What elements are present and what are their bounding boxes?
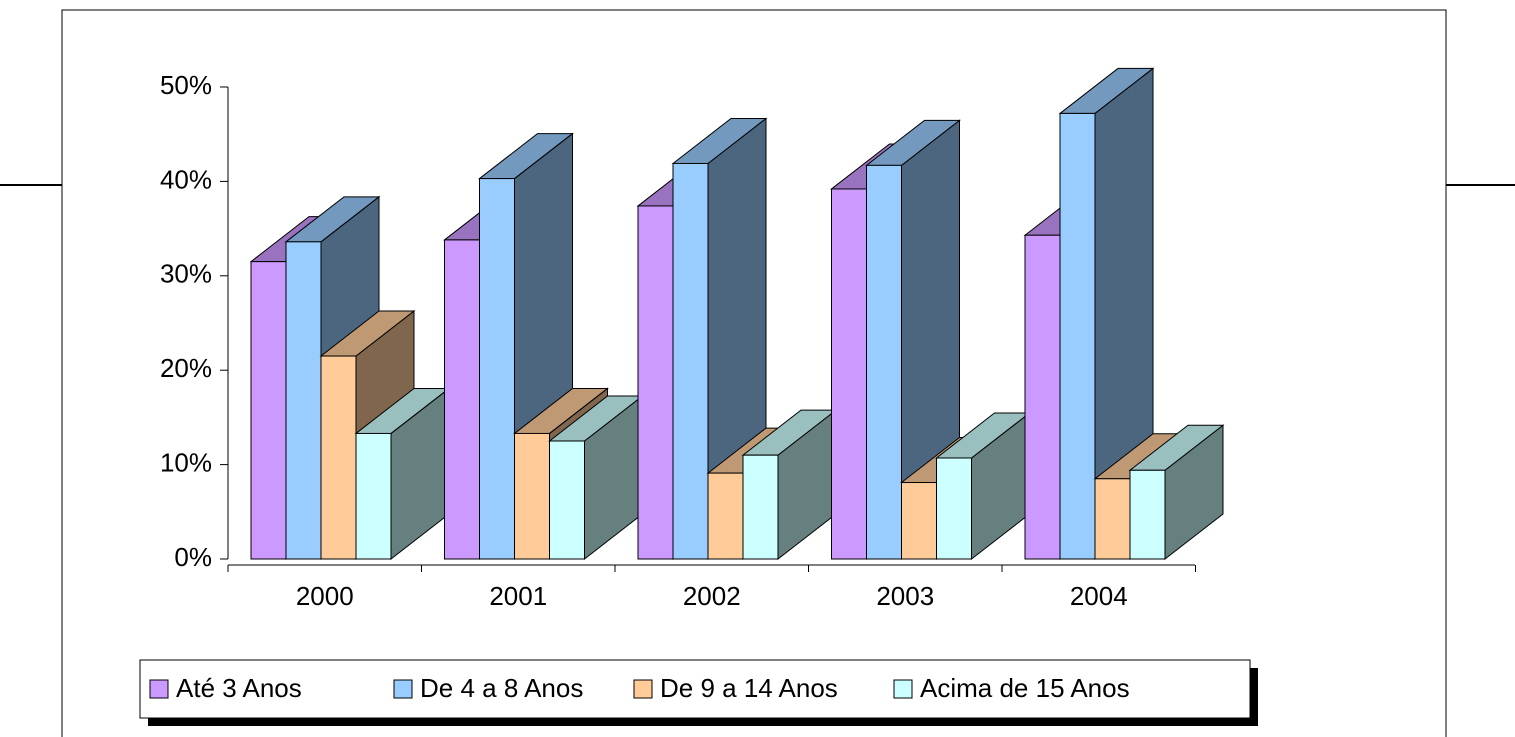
bar — [549, 440, 585, 560]
y-tick-label: 50% — [160, 70, 212, 100]
bar — [901, 482, 937, 560]
legend-label: De 4 a 8 Anos — [420, 673, 583, 703]
legend-swatch — [393, 679, 413, 699]
legend-label: Até 3 Anos — [176, 673, 302, 703]
x-tick-label: 2000 — [296, 581, 354, 611]
bar — [479, 178, 515, 560]
y-tick-label: 30% — [160, 259, 212, 289]
x-tick-label: 2004 — [1070, 581, 1128, 611]
legend-swatch — [149, 679, 169, 699]
bar — [1024, 234, 1061, 560]
bar — [742, 454, 779, 560]
legend-swatch — [633, 679, 653, 699]
y-tick-label: 0% — [174, 542, 212, 572]
bar — [672, 162, 709, 560]
bar — [707, 472, 744, 560]
x-tick-label: 2003 — [876, 581, 934, 611]
bar — [444, 239, 480, 560]
bar — [320, 355, 357, 560]
y-tick-label: 40% — [160, 164, 212, 194]
legend-label: De 9 a 14 Anos — [660, 673, 838, 703]
legend-label: Acima de 15 Anos — [920, 673, 1130, 703]
bar — [355, 432, 392, 560]
bar — [1129, 469, 1166, 560]
bar — [936, 457, 972, 560]
bar — [866, 164, 902, 560]
bar — [514, 432, 550, 560]
bar — [285, 241, 322, 560]
bar — [1094, 478, 1131, 560]
bar — [637, 205, 674, 560]
y-tick-label: 20% — [160, 353, 212, 383]
legend-swatch — [893, 679, 913, 699]
bar — [250, 261, 287, 560]
x-tick-label: 2002 — [683, 581, 741, 611]
bar — [831, 188, 867, 560]
bar — [1059, 112, 1096, 560]
x-tick-label: 2001 — [489, 581, 547, 611]
legend — [139, 659, 1251, 719]
y-tick-label: 10% — [160, 447, 212, 477]
